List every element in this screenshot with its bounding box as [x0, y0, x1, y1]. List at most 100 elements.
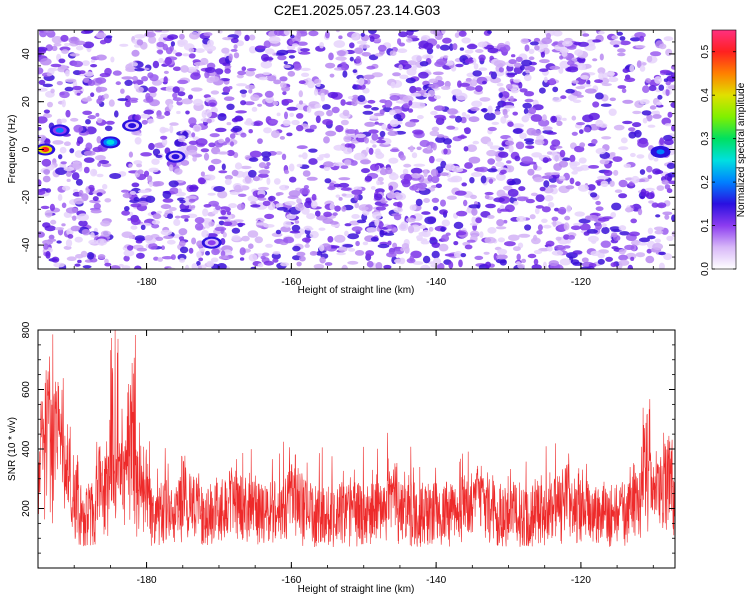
heatmap-cell	[487, 141, 494, 147]
heatmap-cell	[421, 211, 431, 215]
heatmap-cell	[215, 127, 227, 133]
heatmap-cell	[258, 76, 268, 81]
heatmap-cell	[284, 111, 288, 120]
heatmap-cell	[647, 174, 653, 179]
y-tick-label: -40	[21, 237, 32, 252]
heatmap-cell	[422, 54, 434, 60]
heatmap-cell	[233, 52, 240, 59]
heatmap-panel: -180 -160 -140 -120 -40 -20 0 20 40 Height of s…	[7, 29, 676, 296]
heatmap-cell	[99, 39, 107, 45]
heatmap-cell	[627, 264, 634, 269]
heatmap-cell	[281, 153, 287, 160]
heatmap-cell	[595, 147, 606, 155]
heatmap-cell	[408, 100, 413, 106]
heatmap-cell	[463, 128, 469, 131]
heatmap-cell	[110, 56, 115, 63]
heatmap-cell	[338, 177, 351, 181]
heatmap-cell	[299, 100, 303, 105]
heatmap-cell	[145, 95, 154, 103]
heatmap-cell	[530, 192, 538, 197]
heatmap-cell	[645, 255, 655, 264]
heatmap-cell	[306, 106, 312, 113]
heatmap-cell	[574, 49, 584, 56]
heatmap-cell	[441, 30, 446, 35]
heatmap-cell	[286, 213, 297, 220]
heatmap-cell	[440, 160, 447, 169]
heatmap-cell	[459, 82, 471, 87]
heatmap-cell	[611, 202, 622, 211]
heatmap-cell	[313, 88, 319, 96]
heatmap-cell	[555, 236, 562, 241]
heatmap-cell	[455, 92, 468, 101]
heatmap-cell	[246, 68, 257, 72]
heatmap-cell	[482, 80, 487, 85]
heatmap-cell	[213, 186, 226, 192]
heatmap-cell	[308, 158, 318, 165]
heatmap-cell	[340, 165, 349, 170]
heatmap-cell	[257, 263, 264, 268]
heatmap-cell	[292, 43, 299, 47]
heatmap-cell	[439, 209, 448, 215]
heatmap-cell	[363, 104, 372, 109]
heatmap-cell	[237, 222, 246, 226]
heatmap-cell	[185, 110, 190, 115]
heatmap-cell	[470, 194, 477, 200]
heatmap-x-axis-label: Height of straight line (km)	[298, 285, 415, 296]
heatmap-cell	[254, 236, 263, 244]
heatmap-cell	[442, 138, 453, 145]
heatmap-cell	[87, 95, 91, 101]
heatmap-cell	[236, 40, 244, 47]
heatmap-cell	[487, 227, 497, 234]
heatmap-cell	[262, 156, 270, 162]
heatmap-cell	[342, 70, 348, 78]
heatmap-cell	[296, 124, 304, 132]
heatmap-cell	[413, 163, 426, 167]
heatmap-cell	[247, 195, 259, 203]
heatmap-cell	[109, 173, 122, 179]
heatmap-cell	[184, 218, 189, 222]
heatmap-cell	[464, 162, 473, 169]
heatmap-cell	[141, 119, 148, 125]
heatmap-cell	[298, 90, 303, 98]
heatmap-cell	[436, 44, 441, 49]
x-tick-label: -160	[281, 575, 301, 586]
heatmap-cell	[620, 137, 628, 144]
heatmap-cell	[178, 236, 185, 241]
heatmap-cell	[435, 158, 444, 163]
heatmap-cell	[570, 225, 581, 231]
heatmap-cell	[77, 259, 82, 264]
y-tick-label: 400	[21, 440, 32, 457]
heatmap-cell	[388, 185, 394, 191]
heatmap-cell	[540, 51, 546, 58]
heatmap-cell	[273, 30, 284, 36]
heatmap-cell	[273, 178, 281, 185]
heatmap-cell	[619, 40, 631, 46]
heatmap-cell	[611, 35, 619, 40]
heatmap-cell	[188, 117, 197, 125]
heatmap-cell	[262, 200, 271, 207]
heatmap-cell	[226, 122, 232, 126]
heatmap-cell	[299, 187, 310, 195]
heatmap-cell	[577, 57, 586, 64]
heatmap-cell	[586, 229, 598, 234]
y-tick-label: 0	[21, 146, 32, 152]
heatmap-hotspot-core	[171, 154, 180, 160]
heatmap-cell	[258, 169, 271, 175]
heatmap-cell	[252, 176, 260, 182]
heatmap-cell	[134, 34, 146, 39]
heatmap-cell	[507, 73, 516, 78]
heatmap-cell	[489, 145, 502, 150]
heatmap-cell	[123, 255, 130, 262]
heatmap-cell	[484, 236, 497, 244]
heatmap-cell	[60, 118, 67, 123]
heatmap-cell	[487, 168, 498, 173]
heatmap-cell	[78, 220, 88, 227]
heatmap-cell	[328, 52, 334, 61]
heatmap-cell	[595, 92, 604, 100]
heatmap-cell	[571, 171, 578, 175]
heatmap-cell	[522, 102, 532, 109]
x-tick-label: -140	[426, 277, 446, 288]
heatmap-cell	[328, 245, 340, 249]
heatmap-cell	[441, 234, 450, 242]
heatmap-cell	[531, 264, 542, 269]
